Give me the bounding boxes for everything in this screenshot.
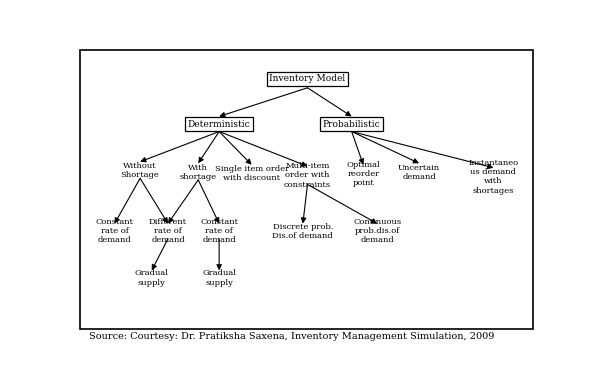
Text: Discrete prob.
Dis.of demand: Discrete prob. Dis.of demand [272, 223, 333, 240]
Text: Deterministic: Deterministic [188, 120, 251, 129]
Text: Gradual
supply: Gradual supply [202, 269, 236, 287]
Text: Source: Courtesy: Dr. Pratiksha Saxena, Inventory Management Simulation, 2009: Source: Courtesy: Dr. Pratiksha Saxena, … [89, 332, 494, 341]
Text: Continuous
prob.dis.of
demand: Continuous prob.dis.of demand [353, 218, 401, 244]
Text: With
shortage: With shortage [179, 164, 217, 181]
Text: Single item order
with discount: Single item order with discount [215, 165, 289, 182]
Text: Optimal
reorder
point: Optimal reorder point [346, 161, 380, 187]
Text: Uncertain
demand: Uncertain demand [398, 164, 440, 181]
Text: Multi-item
order with
constraints: Multi-item order with constraints [284, 162, 331, 189]
Text: Inventory Model: Inventory Model [269, 74, 346, 83]
Text: Instantaneo
us demand
with
shortages: Instantaneo us demand with shortages [469, 159, 518, 195]
Text: Without
Shortage: Without Shortage [121, 162, 160, 180]
Text: Different
rate of
demand: Different rate of demand [149, 218, 187, 244]
Text: Constant
rate of
demand: Constant rate of demand [200, 218, 238, 244]
Text: Gradual
supply: Gradual supply [135, 269, 169, 287]
Text: Constant
rate of
demand: Constant rate of demand [95, 218, 134, 244]
Text: Probabilistic: Probabilistic [323, 120, 380, 129]
